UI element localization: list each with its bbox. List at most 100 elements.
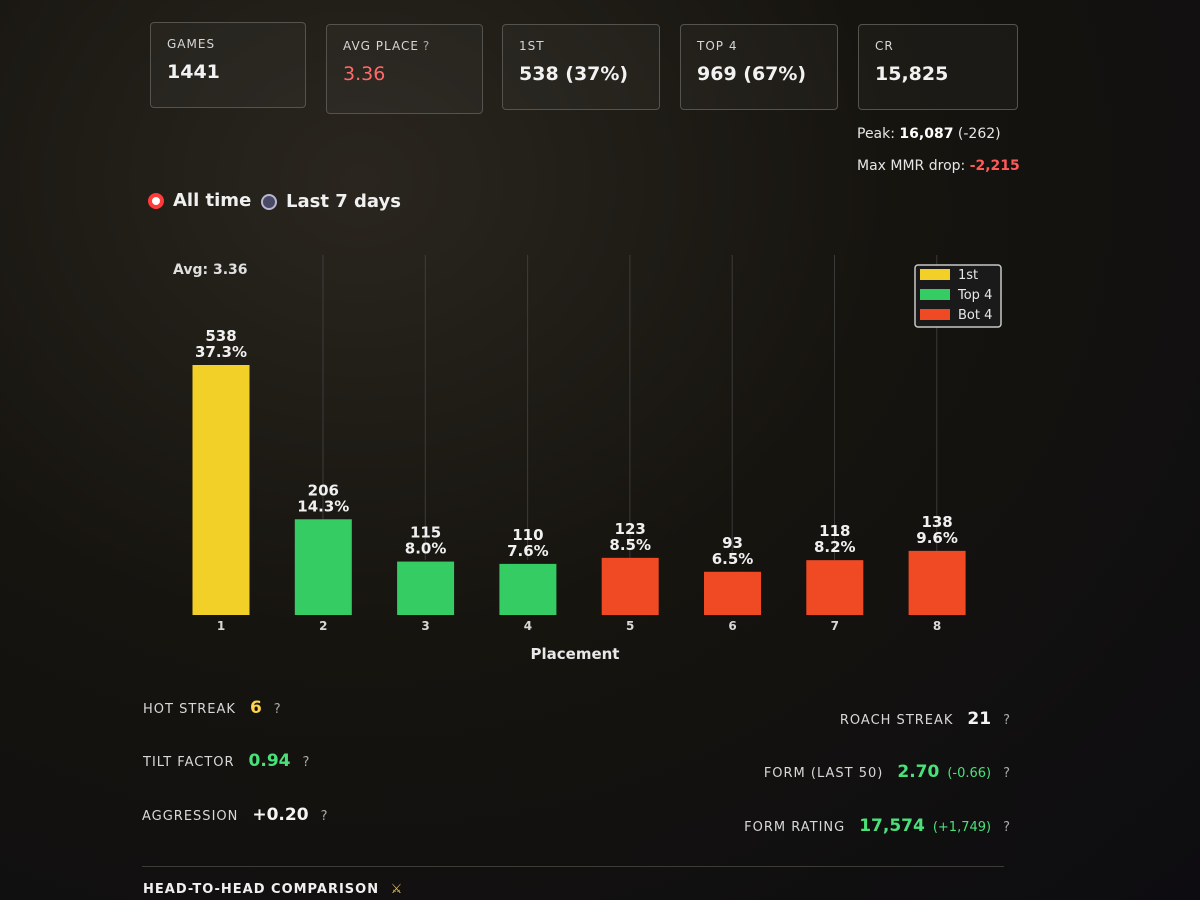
section-title: HEAD-TO-HEAD COMPARISON — [143, 882, 380, 897]
stat-value: 3.36 — [343, 63, 386, 85]
stat-value: 969 (67%) — [697, 63, 807, 85]
metric-aggression: AGGRESSION +0.20 ? — [142, 805, 327, 825]
metric-hot-streak: HOT STREAK 6 ? — [143, 698, 281, 718]
section-divider — [142, 866, 1004, 867]
legend-label-bot4: Bot 4 — [958, 308, 992, 323]
bar-value-label: 538 — [205, 327, 236, 345]
metric-label: FORM RATING — [744, 820, 846, 835]
stat-card-top4: TOP 4 969 (67%) — [680, 24, 838, 110]
help-icon[interactable]: ? — [320, 809, 328, 824]
stat-card-avg-place: AVG PLACE? 3.36 — [326, 24, 483, 114]
x-tick-label: 8 — [933, 619, 941, 633]
stat-value: 538 (37%) — [519, 63, 629, 85]
metric-value: +0.20 — [252, 805, 309, 825]
chart-bar — [908, 550, 966, 615]
help-icon[interactable]: ? — [1003, 820, 1010, 835]
bar-percent-label: 14.3% — [297, 497, 349, 515]
x-tick-label: 3 — [421, 619, 429, 633]
chart-bar — [499, 563, 557, 615]
max-drop-label: Max MMR drop: — [857, 158, 966, 174]
stat-card-first: 1ST 538 (37%) — [502, 24, 660, 110]
legend-swatch-first — [920, 269, 950, 280]
chart-bar — [192, 365, 250, 615]
peak-delta: (-262) — [957, 126, 1001, 142]
bar-percent-label: 8.5% — [609, 536, 651, 554]
bar-value-label: 138 — [921, 513, 952, 531]
bar-value-label: 115 — [410, 524, 441, 542]
bar-percent-label: 37.3% — [195, 343, 247, 361]
stat-value: 1441 — [167, 61, 220, 83]
x-tick-label: 2 — [319, 619, 327, 633]
metric-label: AGGRESSION — [142, 809, 239, 824]
chart-bar — [704, 571, 761, 615]
metric-value: 21 — [967, 709, 992, 729]
stat-label: 1ST — [519, 39, 545, 53]
stat-label: TOP 4 — [697, 39, 738, 53]
metric-label: HOT STREAK — [143, 702, 236, 717]
metric-delta: (+1,749) — [932, 820, 992, 835]
help-icon[interactable]: ? — [302, 755, 310, 770]
chart-annotation: Avg: 3.36 — [173, 262, 248, 278]
metric-label: TILT FACTOR — [143, 755, 235, 770]
legend-label-first: 1st — [958, 268, 978, 283]
stat-value: 15,825 — [875, 63, 949, 85]
chart-bar — [294, 519, 352, 615]
metric-value: 6 — [249, 698, 262, 718]
chart-legend: 1st Top 4 Bot 4 — [914, 264, 1002, 328]
peak-line: Peak: 16,087 (-262) — [857, 126, 1001, 142]
max-drop-line: Max MMR drop: -2,215 — [857, 158, 1020, 174]
help-icon[interactable]: ? — [273, 702, 281, 717]
legend-swatch-bot4 — [920, 309, 950, 320]
bar-percent-label: 8.0% — [405, 540, 447, 558]
x-tick-label: 5 — [626, 619, 634, 633]
chart-bar — [806, 560, 864, 615]
stat-label: CR — [875, 39, 894, 53]
x-tick-label: 4 — [524, 619, 532, 633]
metric-form-last-50: FORM (LAST 50) 2.70 (-0.66) ? — [764, 762, 1010, 782]
chart-bar — [601, 557, 659, 615]
x-tick-label: 6 — [728, 619, 736, 633]
max-drop-value: -2,215 — [969, 158, 1020, 174]
bar-percent-label: 7.6% — [507, 542, 549, 560]
stat-label-row: AVG PLACE? — [343, 39, 482, 53]
bar-value-label: 118 — [819, 522, 850, 540]
stat-label: GAMES — [167, 37, 216, 51]
stat-card-games: GAMES 1441 — [150, 22, 306, 108]
legend-swatch-top4 — [920, 289, 950, 300]
help-icon[interactable]: ? — [1003, 766, 1010, 781]
radio-label: Last 7 days — [286, 191, 401, 212]
help-icon[interactable]: ? — [422, 39, 431, 53]
stat-label: AVG PLACE — [343, 39, 419, 53]
metric-value: 17,574 — [859, 816, 925, 836]
bar-value-label: 93 — [722, 534, 743, 552]
help-icon[interactable]: ? — [1003, 713, 1010, 728]
head-to-head-heading: HEAD-TO-HEAD COMPARISON ⚔ — [143, 882, 403, 897]
metric-value: 2.70 — [897, 762, 940, 782]
metric-roach-streak: ROACH STREAK 21 ? — [840, 709, 1010, 729]
bar-percent-label: 8.2% — [814, 538, 856, 556]
x-tick-label: 1 — [217, 619, 225, 633]
metric-value: 0.94 — [248, 751, 291, 771]
bar-value-label: 110 — [512, 526, 543, 544]
metric-label: ROACH STREAK — [839, 713, 954, 728]
radio-selected-icon[interactable] — [148, 192, 164, 209]
x-tick-label: 7 — [831, 619, 839, 633]
chart-xlabel: Placement — [531, 645, 620, 663]
bar-percent-label: 9.6% — [916, 529, 958, 547]
radio-all-time[interactable]: All time — [148, 190, 251, 211]
metric-tilt-factor: TILT FACTOR 0.94 ? — [143, 751, 309, 771]
peak-label: Peak: — [857, 126, 895, 142]
radio-unselected-icon[interactable] — [261, 193, 277, 210]
stat-card-cr: CR 15,825 — [858, 24, 1018, 110]
bar-percent-label: 6.5% — [712, 550, 754, 568]
radio-last-7-days[interactable]: Last 7 days — [261, 191, 401, 212]
legend-label-top4: Top 4 — [957, 288, 992, 303]
crossed-swords-icon: ⚔ — [390, 882, 404, 897]
peak-value: 16,087 — [899, 126, 954, 142]
chart-bar — [397, 561, 455, 615]
metric-delta: (-0.66) — [947, 766, 992, 781]
metric-form-rating: FORM RATING 17,574 (+1,749) ? — [744, 816, 1010, 836]
bar-value-label: 123 — [615, 520, 646, 538]
bar-value-label: 206 — [308, 481, 339, 499]
